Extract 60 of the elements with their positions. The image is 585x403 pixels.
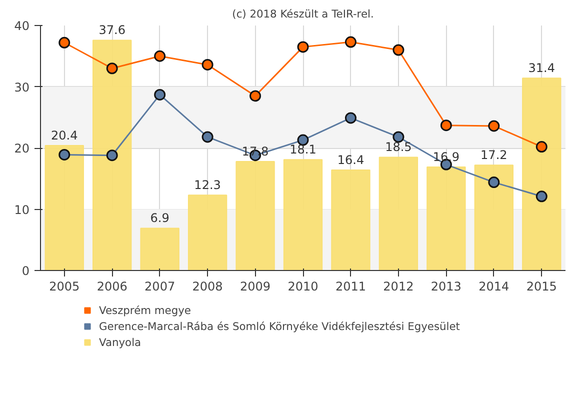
point	[488, 176, 500, 188]
x-tick-label: 2009	[240, 280, 271, 294]
y-tick-label: 10	[14, 202, 30, 217]
bar	[236, 160, 275, 270]
data-label: 18.5	[385, 140, 412, 154]
legend-label: Vanyola	[99, 335, 142, 349]
point	[344, 112, 356, 124]
point	[58, 36, 70, 48]
x-tick-label: 2007	[144, 280, 176, 294]
x-tick-label: 2005	[49, 280, 80, 294]
point	[106, 150, 118, 162]
x-tick-label: 2014	[478, 280, 510, 294]
data-label: 17.2	[480, 148, 508, 162]
y-tick-label: 20	[14, 142, 30, 156]
point	[202, 58, 214, 70]
data-label: 37.6	[98, 23, 126, 38]
chart-title: (c) 2018 Készült a TeIR-rel.	[232, 8, 374, 20]
bar	[283, 159, 323, 270]
x-tick-label: 2012	[383, 280, 414, 294]
x-tick-label: 2008	[192, 280, 223, 294]
point	[154, 50, 166, 62]
point	[106, 62, 118, 74]
point	[297, 41, 309, 53]
point	[392, 131, 404, 143]
bar	[522, 78, 562, 270]
data-label: 31.4	[528, 61, 555, 76]
x-tick-label: 2010	[288, 280, 318, 294]
point	[58, 148, 70, 160]
y-tick-label: 0	[22, 264, 30, 278]
data-label: 12.3	[194, 178, 221, 192]
x-tick-label: 2006	[96, 280, 128, 294]
point	[250, 90, 262, 102]
point	[154, 88, 166, 100]
point	[488, 120, 500, 132]
data-label: 6.9	[150, 211, 170, 226]
bar	[378, 156, 418, 270]
data-label: 16.4	[337, 153, 364, 168]
x-tick-label: 2011	[335, 280, 366, 294]
point	[440, 120, 452, 132]
y-tick-label: 40	[14, 19, 30, 33]
data-label: 20.4	[51, 128, 78, 143]
point	[536, 141, 548, 153]
legend-label: Gerence-Marcal-Rába és Somló Környéke Vidékfejlesztési Egyesület	[99, 319, 460, 333]
bar	[92, 40, 132, 270]
bar	[474, 164, 514, 270]
x-tick-label: 2013	[430, 280, 462, 294]
bar	[426, 166, 466, 270]
point	[344, 36, 356, 48]
data-label: 16.9	[432, 150, 460, 164]
bar	[44, 145, 84, 270]
bar	[140, 228, 180, 270]
legend-label: Veszprém megye	[99, 303, 191, 317]
point	[202, 131, 214, 143]
point	[392, 44, 404, 56]
bar	[188, 194, 228, 270]
x-tick-label: 2015	[526, 280, 557, 294]
y-tick-label: 30	[14, 80, 30, 94]
data-label: 18.1	[290, 142, 316, 157]
point	[536, 190, 548, 202]
bar	[331, 170, 370, 270]
